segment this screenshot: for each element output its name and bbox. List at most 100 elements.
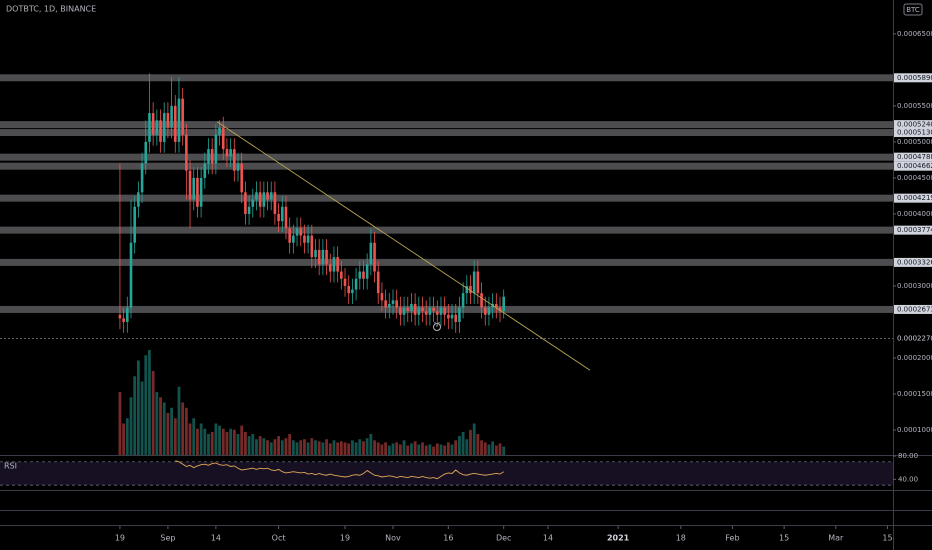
level-label: 0.00052400 (897, 121, 932, 129)
candle-body (188, 170, 192, 200)
candle-body (483, 307, 487, 315)
level-label-box (894, 128, 932, 138)
volume-bar (391, 443, 395, 455)
volume-bar (398, 444, 402, 455)
volume-bar (277, 436, 281, 455)
volume-bar (243, 431, 247, 455)
volume-bar (303, 439, 306, 455)
volume-bar (162, 402, 166, 455)
candle-body (140, 163, 144, 193)
candle-body (391, 300, 395, 304)
volume-bar (266, 440, 269, 455)
candle-body (306, 235, 310, 243)
volume-bar (184, 407, 188, 455)
level-zone (0, 153, 893, 161)
volume-bar (328, 443, 332, 455)
candle-body (402, 307, 406, 315)
volume-bar (210, 431, 214, 455)
candle-body (126, 307, 129, 322)
candle-body (465, 285, 469, 294)
candle-body (122, 318, 125, 322)
candle-body (347, 285, 351, 294)
candle-body (476, 271, 480, 294)
rsi-line (175, 460, 504, 480)
candle-body (221, 127, 225, 150)
candle-body (410, 303, 413, 312)
candle-body (192, 177, 196, 200)
x-tick-label: Dec (496, 534, 511, 543)
candle-body (317, 249, 321, 265)
volume-bar (362, 441, 365, 455)
volume-bar (421, 442, 424, 455)
volume-bar (480, 440, 483, 455)
x-tick-label: Nov (385, 534, 401, 543)
plot (0, 73, 893, 486)
level-label: 0.00037749 (897, 226, 932, 234)
volume-bar (159, 397, 162, 455)
volume-bar (325, 439, 328, 455)
candle-body (443, 307, 446, 315)
volume-bar (155, 392, 159, 455)
candle-body (151, 113, 155, 135)
y-tick-label: 0.00050000 (897, 138, 932, 146)
candle-body (498, 307, 502, 312)
volume-bar (288, 434, 292, 455)
volume-bar (428, 444, 432, 455)
volume-bar (465, 439, 469, 455)
x-tick-label: 19 (340, 534, 350, 543)
volume-bar (317, 441, 321, 455)
candle-body (458, 307, 461, 322)
volume-bar (229, 428, 233, 455)
candle-body (233, 149, 236, 171)
candle-body (214, 134, 218, 164)
x-tick-label: 19 (115, 534, 125, 543)
volume-bar (181, 402, 185, 455)
level-label: 0.00033269 (897, 258, 932, 266)
candle-body (428, 307, 432, 315)
volume-bar (177, 386, 181, 455)
volume-bar (310, 438, 314, 455)
volume-bar (476, 434, 480, 455)
level-label-box (894, 73, 932, 83)
level-zone (0, 162, 893, 170)
y-tick-label: 0.00010000 (897, 426, 932, 434)
volume-bar (166, 413, 170, 455)
volume-bar (461, 431, 465, 455)
currency-label[interactable]: BTC (906, 6, 920, 14)
volume-bar (483, 442, 487, 455)
volume-bar (240, 425, 244, 455)
candle-body (299, 228, 303, 236)
volume-bar (225, 431, 229, 455)
candle-body (166, 113, 170, 128)
currency-badge[interactable] (903, 3, 923, 16)
candle-body (332, 257, 336, 272)
volume-bar (494, 445, 498, 455)
volume-bar (203, 428, 207, 455)
volume-bar (406, 445, 410, 455)
candle-body (162, 113, 166, 142)
volume-bar (439, 444, 443, 455)
volume-bar (502, 446, 506, 455)
candle-body (417, 307, 421, 315)
candle-body (354, 278, 358, 290)
trendline (216, 121, 591, 371)
volume-bar (472, 423, 476, 455)
candle-body (380, 293, 384, 301)
candle-body (247, 206, 251, 214)
candle-body (199, 177, 203, 207)
candle-body (133, 206, 136, 243)
candle-body (343, 278, 347, 286)
alarm-icon[interactable] (433, 322, 441, 331)
level-label: 0.00058900 (897, 74, 932, 82)
level-label-box (894, 152, 932, 162)
candle-body (325, 249, 328, 265)
candle-body (244, 192, 247, 214)
candle-body (424, 311, 428, 315)
rsi-tick-label: 80.00 (898, 452, 918, 460)
volume-bar (410, 443, 413, 455)
volume-bar (339, 441, 343, 455)
candle-body (251, 199, 255, 207)
volume-bar (148, 350, 151, 455)
